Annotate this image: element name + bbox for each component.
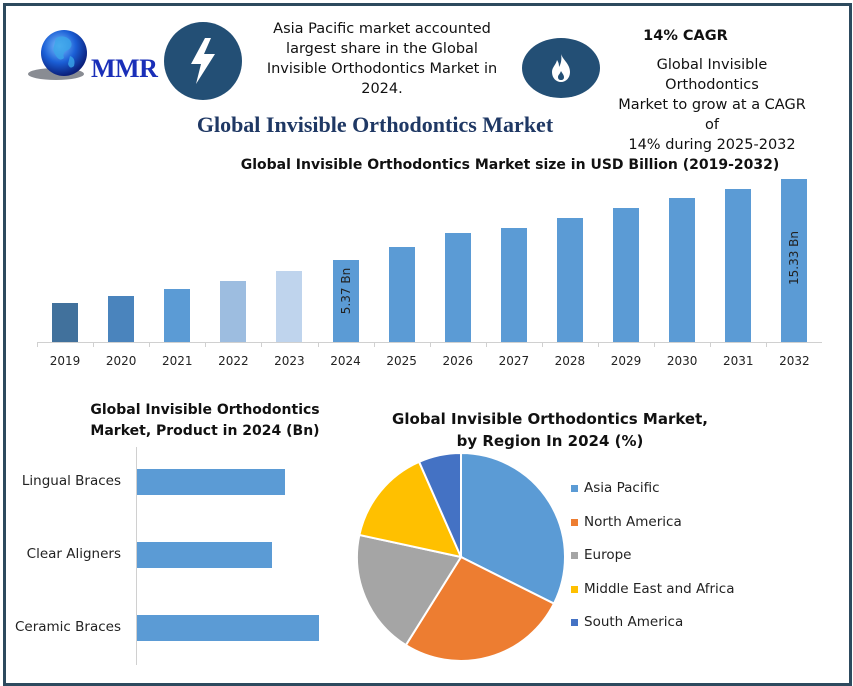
x-tick-label: 2029 — [610, 354, 642, 368]
x-tick-label: 2027 — [498, 354, 530, 368]
bar-2027 — [500, 228, 527, 342]
bar-value-label: 5.37 Bn — [338, 267, 353, 315]
legend-item: North America — [571, 514, 682, 530]
bar-2028 — [556, 218, 583, 342]
x-tick — [149, 342, 151, 347]
lightning-bolt-icon — [191, 38, 215, 84]
mmr-logo: MMR — [26, 26, 158, 86]
x-tick — [598, 342, 599, 347]
callout-line: Invisible Orthodontics Market in — [266, 61, 498, 77]
x-tick — [429, 342, 431, 347]
bolt-circle — [164, 22, 242, 100]
pie-slice-middle-east-and-africa — [358, 460, 463, 559]
legend-label: Middle East and Africa — [584, 581, 735, 597]
legend-swatch — [571, 618, 578, 626]
legend-swatch — [571, 518, 578, 526]
x-tick — [654, 342, 656, 347]
bar-chart-title: Global Invisible Orthodontics Market siz… — [240, 157, 780, 173]
x-tick — [766, 342, 768, 347]
bar-2026 — [444, 233, 471, 342]
legend-item: Europe — [571, 547, 631, 563]
x-tick-label: 2026 — [442, 354, 474, 368]
product-chart-title: Global Invisible Orthodontics Market, Pr… — [90, 402, 320, 439]
bar-2021 — [164, 289, 191, 342]
bar-2019 — [52, 303, 79, 342]
bar-2025 — [388, 247, 415, 342]
flame-icon — [552, 54, 570, 82]
callout-line: 2024. — [361, 81, 403, 97]
x-tick-label: 2023 — [274, 354, 305, 368]
logo-text: MMR — [91, 54, 158, 83]
x-tick-label: 2021 — [161, 354, 193, 368]
legend-swatch — [571, 551, 578, 559]
x-tick-label: 2025 — [386, 354, 417, 368]
legend-label: South America — [584, 614, 684, 630]
x-tick-label: 2028 — [554, 354, 586, 368]
y-tick-label: Clear Aligners — [26, 546, 121, 562]
bar-2032 — [781, 179, 808, 342]
x-tick-label: 2019 — [49, 354, 81, 368]
x-tick — [261, 342, 263, 347]
y-axis — [136, 447, 137, 665]
x-tick-label: 2031 — [722, 354, 754, 368]
bar-2024 — [332, 260, 359, 342]
x-tick-label: 2020 — [105, 354, 137, 368]
legend-label: Asia Pacific — [584, 480, 660, 496]
x-tick — [317, 342, 319, 347]
pie-slice-north-america — [404, 555, 556, 662]
x-tick-label: 2032 — [779, 354, 810, 368]
bar-2030 — [669, 198, 696, 342]
bar-2022 — [220, 281, 247, 342]
region-chart-title: Global Invisible Orthodontics Market, by… — [392, 410, 708, 450]
bar-lingual-braces — [137, 469, 285, 495]
x-tick — [541, 342, 543, 347]
y-tick-label: Lingual Braces — [21, 473, 121, 489]
cagr-callout: Global Invisible Orthodontics Market to … — [612, 55, 812, 155]
asia-pacific-callout: Asia Pacific market accounted largest sh… — [252, 19, 512, 99]
x-tick — [485, 342, 487, 347]
legend-swatch — [571, 585, 578, 593]
globe-icon — [28, 30, 87, 80]
page-title: Global Invisible Orthodontics Market — [196, 112, 554, 137]
legend-label: North America — [584, 514, 682, 530]
x-tick — [93, 342, 95, 347]
y-tick-label: Ceramic Braces — [14, 619, 121, 635]
x-tick — [373, 342, 375, 347]
pie-slice-europe — [356, 533, 463, 647]
bar-2023 — [276, 271, 303, 342]
infographic-border — [3, 3, 852, 686]
cagr-title: 14% CAGR — [643, 28, 728, 44]
x-tick-label: 2024 — [330, 354, 361, 368]
callout-line: 14% during 2025-2032 — [628, 137, 796, 153]
bar-clear-aligners — [137, 542, 272, 568]
callout-line: Global Invisible Orthodontics — [656, 57, 768, 93]
callout-line: largest share in the Global — [286, 41, 478, 57]
legend-item: South America — [571, 614, 683, 630]
pie-slice-asia-pacific — [460, 451, 566, 605]
callout-line: Market to grow at a CAGR of — [618, 97, 806, 133]
bar-ceramic-braces — [137, 615, 319, 641]
callout-line: Asia Pacific market accounted — [273, 21, 491, 37]
legend-swatch — [571, 484, 578, 492]
legend-item: Middle East and Africa — [571, 581, 735, 597]
legend-item: Asia Pacific — [571, 480, 660, 496]
x-tick — [205, 342, 207, 347]
x-tick — [710, 342, 712, 347]
bar-2020 — [108, 296, 135, 342]
x-tick — [37, 342, 38, 347]
flame-circle — [522, 38, 600, 98]
region-pie-chart — [356, 451, 566, 662]
bar-value-label: 15.33 Bn — [787, 231, 802, 286]
bar-2031 — [725, 189, 752, 342]
legend-label: Europe — [584, 547, 632, 563]
pie-slice-south-america — [417, 451, 462, 558]
x-tick-label: 2030 — [666, 354, 698, 368]
x-tick-label: 2022 — [218, 354, 249, 368]
bar-2029 — [613, 208, 640, 342]
